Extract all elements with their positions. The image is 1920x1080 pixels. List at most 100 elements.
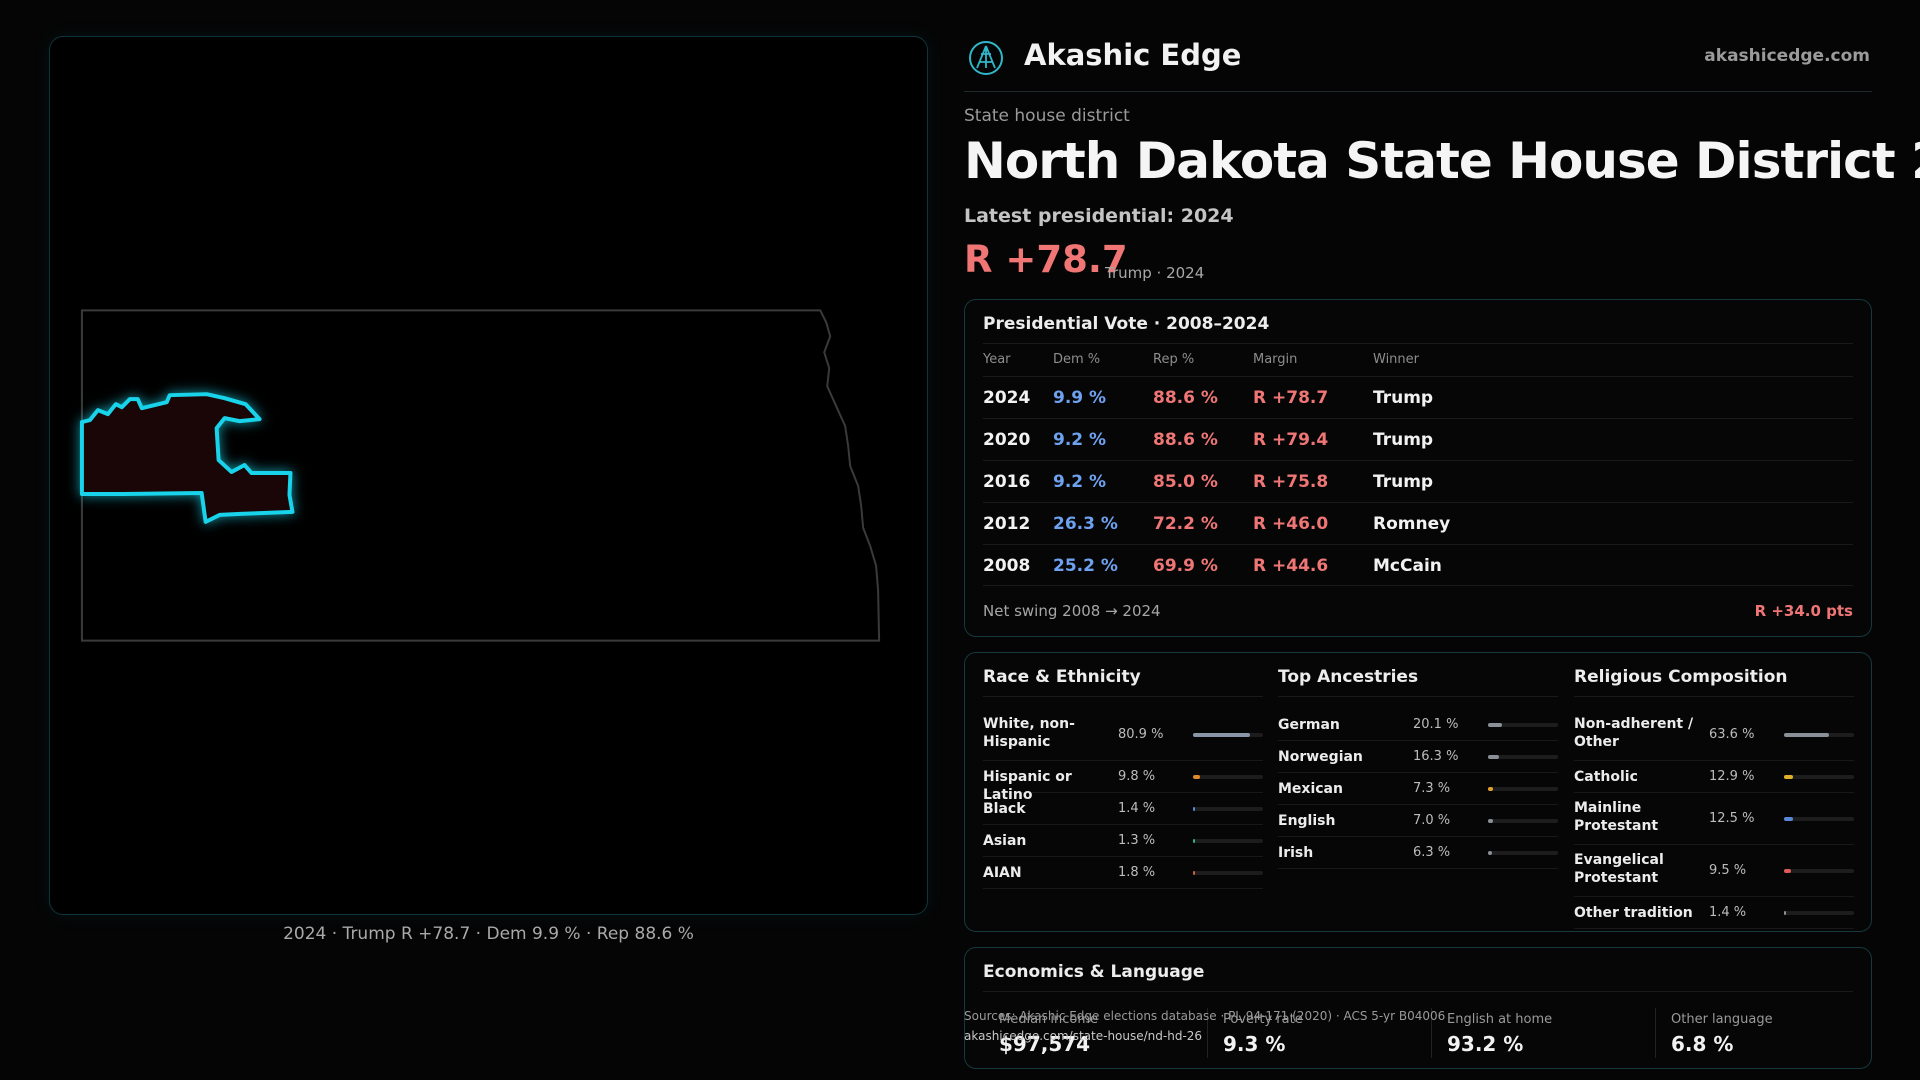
col-dem: Dem % (1053, 352, 1101, 367)
item-percent: 1.4 % (1709, 905, 1747, 920)
item-bar-fill (1193, 839, 1195, 843)
list-item: Catholic 12.9 % (1574, 761, 1854, 793)
item-bar-fill (1193, 807, 1195, 811)
item-label: Mexican (1278, 781, 1343, 797)
item-bar (1488, 787, 1558, 791)
econ-value: 6.8 % (1671, 1032, 1734, 1056)
table-row: 2020 9.2 % 88.6 % R +79.4 Trump (983, 418, 1853, 460)
col-margin: Margin (1253, 352, 1298, 367)
item-bar (1784, 817, 1854, 821)
item-bar (1193, 871, 1263, 875)
item-percent: 7.0 % (1413, 813, 1451, 828)
economics-title: Economics & Language (983, 962, 1205, 982)
ancestry-title: Top Ancestries (1278, 667, 1419, 687)
row-margin: R +75.8 (1253, 472, 1329, 492)
row-dem: 25.2 % (1053, 556, 1118, 576)
vote-table-header: Year Dem % Rep % Margin Winner (983, 352, 1853, 376)
item-bar (1488, 723, 1558, 727)
list-item: Norwegian 16.3 % (1278, 741, 1558, 773)
item-bar-fill (1784, 869, 1791, 873)
religion-title: Religious Composition (1574, 667, 1788, 687)
divider (983, 696, 1263, 697)
economics-card: Economics & Language Median income $97,5… (964, 947, 1872, 1069)
row-year: 2012 (983, 514, 1031, 534)
item-bar-fill (1193, 775, 1200, 779)
item-label: White, non-Hispanic (983, 716, 1075, 750)
source-url[interactable]: akashicedge.com/state-house/nd-hd-26 (964, 1029, 1203, 1043)
row-dem: 9.2 % (1053, 430, 1107, 450)
row-dem: 26.3 % (1053, 514, 1118, 534)
item-bar-fill (1193, 871, 1195, 875)
divider (1655, 1008, 1656, 1058)
econ-poverty-rate: Poverty rate 9.3 % (1223, 1006, 1433, 1062)
item-label: Black (983, 801, 1026, 817)
akashic-logo-icon[interactable] (968, 40, 1004, 76)
item-label: English (1278, 813, 1336, 829)
item-percent: 7.3 % (1413, 781, 1451, 796)
item-bar (1193, 839, 1263, 843)
item-bar (1193, 733, 1263, 737)
econ-median-income: Median income $97,574 (999, 1006, 1209, 1062)
row-year: 2008 (983, 556, 1031, 576)
latest-margin: R +78.7 (964, 238, 1128, 281)
item-percent: 12.9 % (1709, 769, 1755, 784)
item-bar (1193, 775, 1263, 779)
econ-label: Median income (999, 1012, 1099, 1027)
presidential-vote-card: Presidential Vote · 2008–2024 Year Dem %… (964, 299, 1872, 637)
item-bar-fill (1488, 819, 1493, 823)
econ-english-at-home: English at home 93.2 % (1447, 1006, 1657, 1062)
site-link[interactable]: akashicedge.com (1704, 46, 1870, 66)
item-bar (1784, 911, 1854, 915)
list-item: Mexican 7.3 % (1278, 773, 1558, 805)
row-year: 2024 (983, 388, 1031, 408)
item-label: Asian (983, 833, 1027, 849)
row-rep: 72.2 % (1153, 514, 1218, 534)
col-rep: Rep % (1153, 352, 1195, 367)
ancestry-column: Top Ancestries German 20.1 % Norwegian 16.3… (1278, 653, 1558, 931)
item-bar-fill (1488, 755, 1499, 759)
divider (1431, 1008, 1432, 1058)
item-label: Non-adherent / Other (1574, 716, 1694, 750)
econ-value: 9.3 % (1223, 1032, 1286, 1056)
item-bar (1488, 819, 1558, 823)
divider (1207, 1008, 1208, 1058)
map-panel[interactable] (49, 36, 928, 915)
item-bar-fill (1193, 733, 1250, 737)
detail-panel: Akashic Edge akashicedge.com State house… (964, 0, 1920, 1080)
item-bar-fill (1784, 775, 1793, 779)
row-winner: McCain (1373, 556, 1442, 576)
row-margin: R +79.4 (1253, 430, 1329, 450)
list-item: Hispanic or Latino 9.8 % (983, 761, 1263, 803)
row-rep: 85.0 % (1153, 472, 1218, 492)
divider (983, 343, 1853, 344)
district-26-shape[interactable] (79, 392, 295, 524)
district-type: State house district (964, 106, 1130, 126)
list-item: Other tradition 1.4 % (1574, 897, 1854, 929)
list-item: AIAN 1.8 % (983, 857, 1263, 889)
row-winner: Trump (1373, 472, 1434, 492)
item-bar-fill (1488, 787, 1493, 791)
econ-label: Other language (1671, 1012, 1773, 1027)
brand-name[interactable]: Akashic Edge (1024, 38, 1242, 72)
list-item: Irish 6.3 % (1278, 837, 1558, 869)
source-text: Sources: Akashic Edge elections database… (964, 1009, 1446, 1023)
item-percent: 1.4 % (1118, 801, 1156, 816)
row-rep: 88.6 % (1153, 388, 1218, 408)
item-label: Hispanic or Latino (983, 769, 1072, 803)
vote-card-title: Presidential Vote · 2008–2024 (983, 314, 1270, 334)
list-item: Asian 1.3 % (983, 825, 1263, 857)
item-percent: 63.6 % (1709, 727, 1755, 742)
district-map[interactable] (50, 37, 927, 914)
net-swing-label: Net swing 2008 → 2024 (983, 602, 1161, 620)
row-margin: R +78.7 (1253, 388, 1329, 408)
item-percent: 20.1 % (1413, 717, 1459, 732)
row-dem: 9.2 % (1053, 472, 1107, 492)
item-label: AIAN (983, 865, 1022, 881)
item-label: Evangelical Protestant (1574, 852, 1664, 886)
item-label: Norwegian (1278, 749, 1363, 765)
latest-presidential: Latest presidential: 2024 (964, 205, 1234, 227)
item-bar-fill (1784, 733, 1829, 737)
table-row: 2024 9.9 % 88.6 % R +78.7 Trump (983, 376, 1853, 418)
item-percent: 9.8 % (1118, 769, 1156, 784)
row-year: 2016 (983, 472, 1031, 492)
